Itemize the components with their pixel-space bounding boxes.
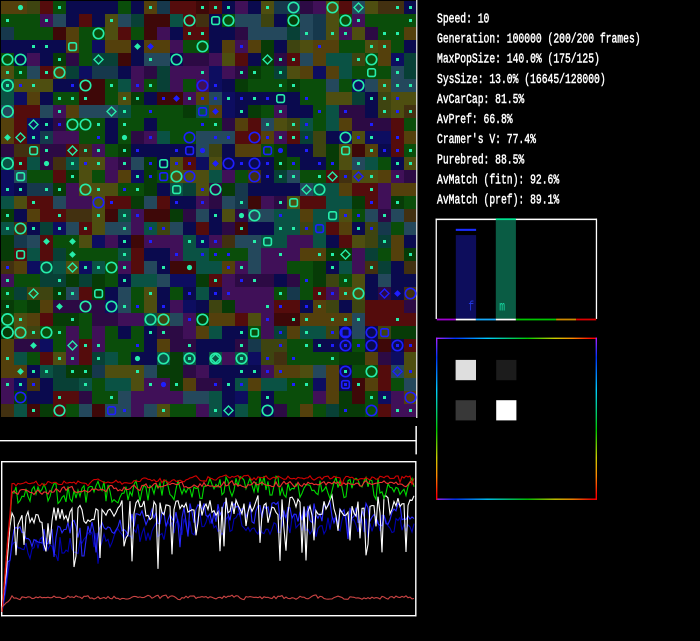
svg-text:SysSize: 13.0% (16645/128000): SysSize: 13.0% (16645/128000)	[437, 71, 606, 87]
svg-text:Cramer's V: 77.4%: Cramer's V: 77.4%	[437, 132, 537, 148]
svg-text:AvPref: 66.8%: AvPref: 66.8%	[437, 111, 513, 127]
svg-text:Purebred: 88.5%: Purebred: 88.5%	[437, 152, 525, 168]
svg-text:f: f	[468, 299, 474, 315]
svg-text:AvCarCap: 81.5%: AvCarCap: 81.5%	[437, 91, 525, 107]
svg-text:Generation: 100000 (200/200 fr: Generation: 100000 (200/200 frames)	[437, 31, 641, 47]
svg-text:AvMatch (pref): 89.1%: AvMatch (pref): 89.1%	[437, 192, 560, 208]
svg-text:m: m	[499, 299, 505, 315]
svg-text:Speed: 10: Speed: 10	[437, 11, 489, 27]
svg-text:MaxPopSize: 140.0% (175/125): MaxPopSize: 140.0% (175/125)	[437, 51, 600, 67]
svg-text:AvMatch (fitn): 92.6%: AvMatch (fitn): 92.6%	[437, 172, 560, 188]
